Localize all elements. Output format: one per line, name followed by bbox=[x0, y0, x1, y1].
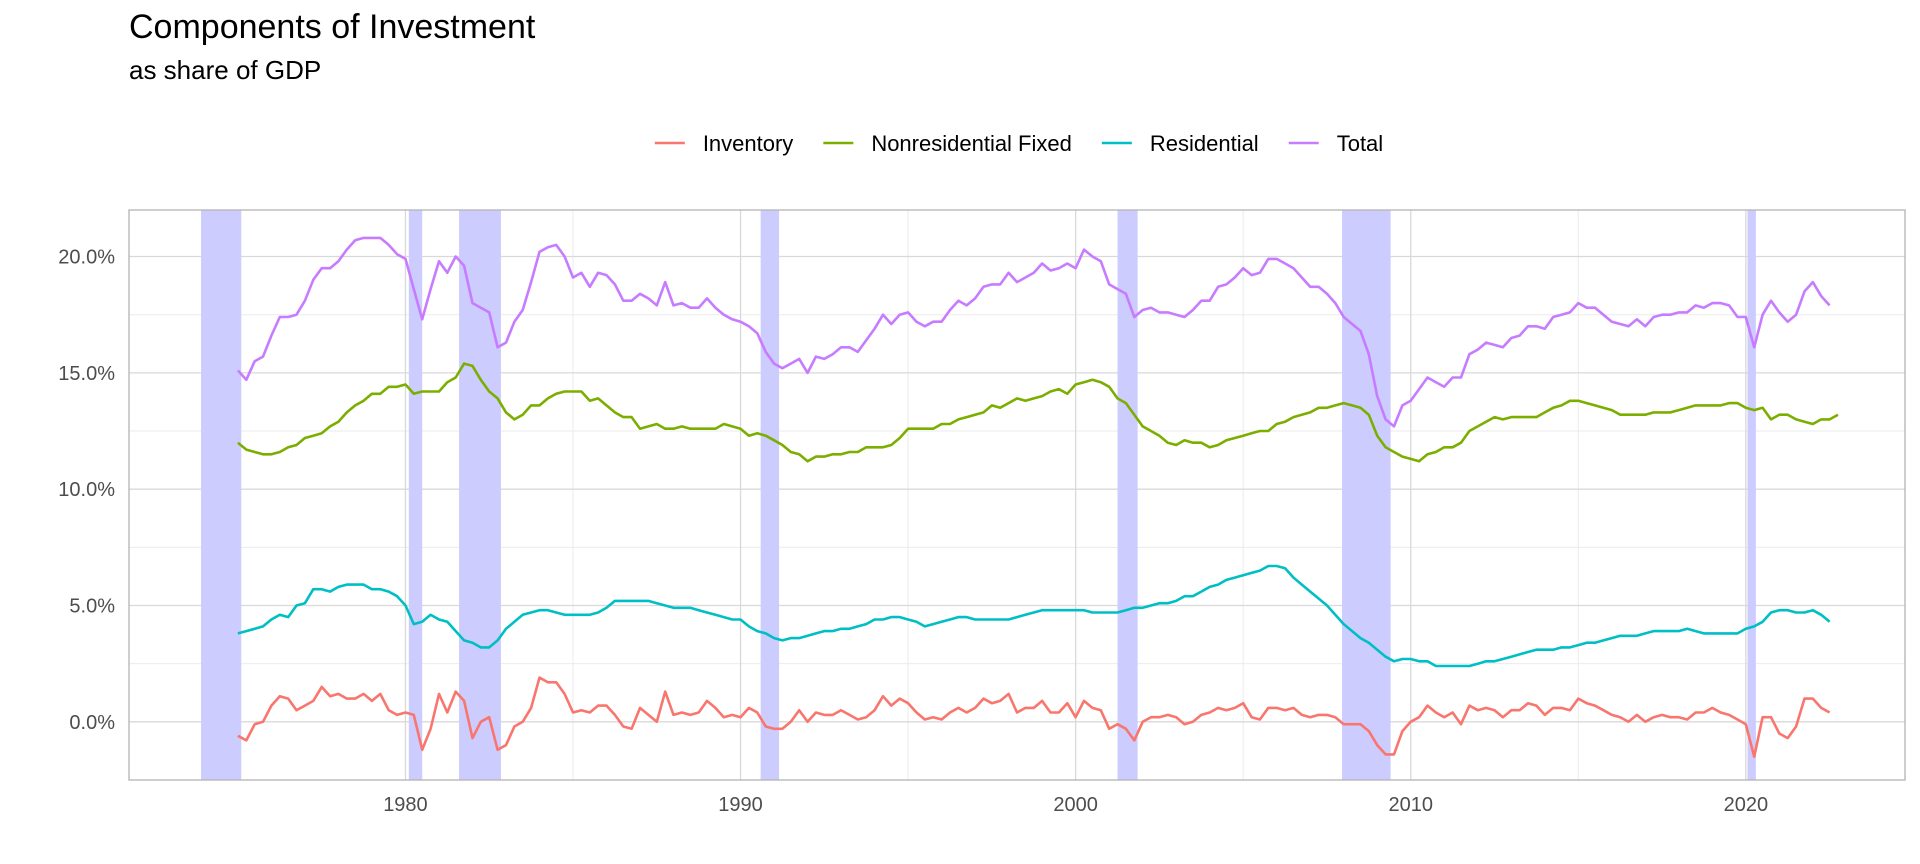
y-tick-label: 10.0% bbox=[58, 479, 115, 501]
recession-band bbox=[459, 210, 501, 780]
plot-border bbox=[128, 209, 1906, 781]
y-tick-label: 20.0% bbox=[58, 247, 115, 269]
chart-title: Components of Investment bbox=[129, 8, 536, 46]
x-tick-label: 2010 bbox=[1388, 794, 1433, 816]
recession-band bbox=[1747, 210, 1756, 780]
series-line-residential bbox=[237, 564, 1831, 668]
recession-band bbox=[408, 210, 423, 780]
plot-area: 0.0% 5.0% 10.0% 15.0% 20.0% 1980 1990 2000 2010 2… bbox=[58, 209, 1906, 816]
y-tick-label: 0.0% bbox=[69, 712, 115, 734]
legend-label-residential: Residential bbox=[1150, 131, 1259, 156]
series-line-nonresidential-fixed bbox=[237, 362, 1839, 463]
y-tick-label: 5.0% bbox=[69, 596, 115, 618]
y-tick-label: 15.0% bbox=[58, 363, 115, 385]
x-tick-label: 1990 bbox=[718, 794, 763, 816]
recession-band bbox=[1342, 210, 1391, 780]
series-line-inventory bbox=[237, 676, 1831, 758]
x-tick-label: 2000 bbox=[1053, 794, 1098, 816]
x-tick-label: 1980 bbox=[383, 794, 428, 816]
legend: Inventory Nonresidential Fixed Residential… bbox=[654, 131, 1383, 156]
legend-label-nonresidential-fixed: Nonresidential Fixed bbox=[871, 131, 1072, 156]
recession-band bbox=[760, 210, 780, 780]
legend-label-total: Total bbox=[1337, 131, 1383, 156]
series-line-total bbox=[236, 236, 1831, 428]
recession-band bbox=[1117, 210, 1138, 780]
legend-label-inventory: Inventory bbox=[703, 131, 794, 156]
x-tick-label: 2020 bbox=[1724, 794, 1769, 816]
recession-band bbox=[201, 210, 242, 780]
plot-background bbox=[129, 210, 1905, 780]
chart-subtitle: as share of GDP bbox=[129, 55, 322, 85]
